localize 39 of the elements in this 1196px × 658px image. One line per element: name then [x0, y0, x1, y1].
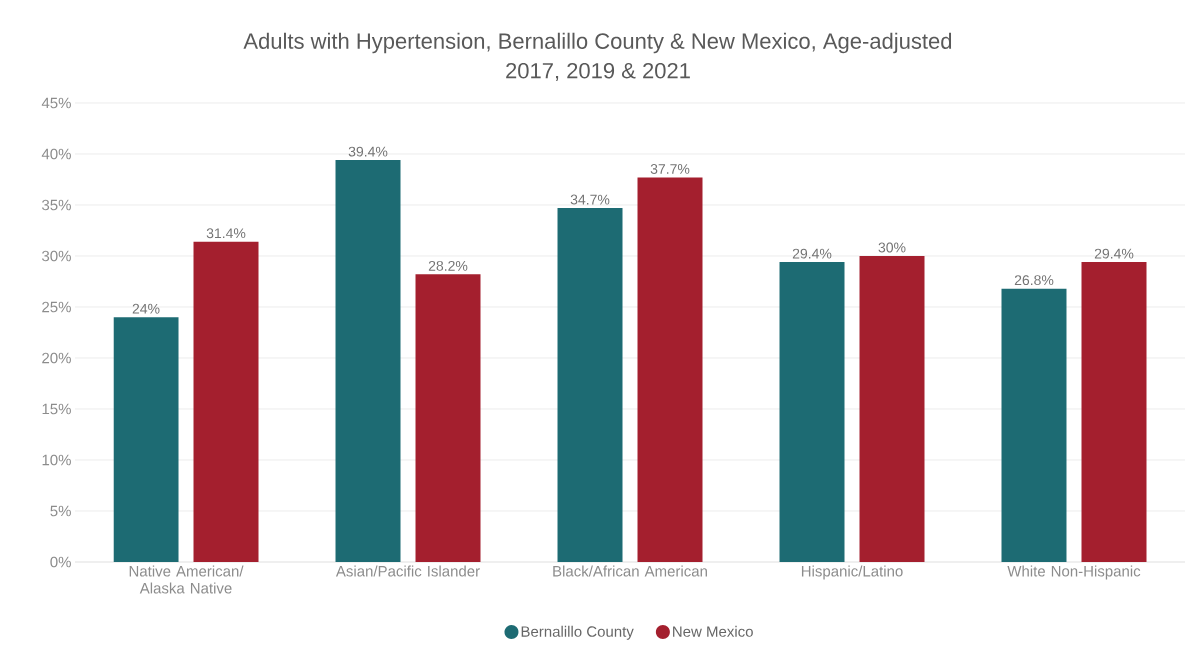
data-label: 34.7% — [570, 194, 610, 205]
y-tick-label: 15% — [42, 403, 71, 415]
y-tick-label: 25% — [42, 301, 71, 313]
x-tick-label: Black/African American — [553, 565, 707, 577]
y-tick-label: 5% — [50, 505, 71, 517]
x-tick-label: White Non-Hispanic — [1007, 565, 1141, 580]
legend-label: New Mexico — [673, 625, 753, 637]
y-tick-label: 35% — [42, 199, 71, 211]
bar — [859, 255, 925, 562]
bar — [557, 208, 623, 562]
bar — [113, 317, 179, 562]
x-tick-label: Asian/Pacific Islander — [335, 565, 480, 577]
bar — [193, 241, 259, 562]
bar — [637, 177, 703, 562]
y-tick-label: 0% — [50, 556, 71, 568]
data-label: 30% — [878, 242, 906, 253]
x-tick-label: Native American/ Alaska Native — [129, 565, 244, 594]
bar — [335, 160, 401, 562]
data-label: 39.4% — [348, 146, 388, 157]
data-label: 29.4% — [792, 248, 832, 259]
data-label: 28.2% — [428, 260, 468, 271]
data-label: 29.4% — [1094, 248, 1134, 259]
y-tick-label: 10% — [42, 454, 71, 466]
data-label: 26.8% — [1014, 275, 1054, 286]
bar — [415, 274, 481, 562]
y-tick-label: 40% — [41, 148, 71, 160]
bar — [779, 262, 845, 562]
x-tick-label: Hispanic/Latino — [801, 565, 903, 580]
bar — [1081, 262, 1147, 562]
chart-subtitle: 2017, 2019 & 2021 — [506, 62, 690, 82]
y-tick-label: 20% — [42, 352, 71, 364]
y-tick-label: 30% — [42, 250, 71, 262]
chart-title: Adults with Hypertension, Bernalillo County & New Mexico, Age-adjusted — [243, 32, 952, 54]
legend-label: Bernalillo County — [521, 625, 634, 640]
data-label: 31.4% — [206, 228, 246, 239]
bar — [1001, 288, 1067, 562]
data-label: 24% — [132, 303, 160, 314]
y-tick-label: 45% — [41, 97, 71, 109]
data-label: 37.7% — [650, 164, 690, 174]
